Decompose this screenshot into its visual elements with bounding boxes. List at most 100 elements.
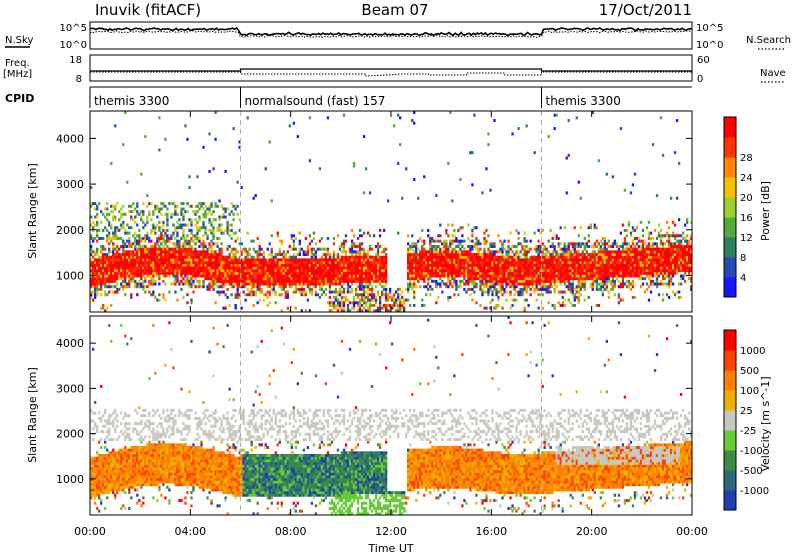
power-cell: [419, 271, 422, 275]
power-cell: [559, 253, 562, 257]
power-cell: [527, 303, 530, 307]
power-cell: [182, 245, 185, 248]
power-cell: [463, 255, 466, 259]
power-cell: [439, 250, 442, 254]
power-cell: [627, 274, 631, 278]
power-cell: [513, 279, 516, 283]
power-cell: [264, 263, 267, 267]
power-cell: [393, 124, 396, 128]
power-cell: [591, 266, 594, 270]
power-cell: [625, 274, 629, 278]
power-cell: [549, 279, 552, 283]
power-cell: [292, 277, 295, 281]
power-cell: [545, 271, 548, 275]
power-cell: [144, 253, 147, 257]
power-cell: [415, 258, 418, 262]
power-cell: [571, 287, 574, 291]
power-cell: [388, 309, 392, 313]
power-cell: [198, 202, 201, 206]
power-cell: [148, 239, 151, 243]
power-cell: [433, 258, 436, 262]
power-cell: [300, 282, 304, 286]
power-cell: [138, 212, 141, 216]
power-cell: [264, 271, 267, 275]
power-cell: [469, 274, 472, 278]
power-cell: [162, 234, 165, 238]
power-cell: [334, 282, 338, 286]
power-cell: [445, 253, 448, 257]
power-cell: [501, 253, 504, 257]
power-cell: [244, 285, 247, 289]
power-cell: [188, 269, 191, 273]
power-cell: [559, 269, 562, 273]
power-cell: [435, 271, 438, 275]
power-cell: [154, 245, 157, 248]
power-cell: [358, 234, 362, 238]
power-cell: [505, 269, 508, 273]
power-cell: [523, 231, 526, 235]
power-cell: [639, 274, 643, 278]
power-cell: [346, 285, 350, 289]
power-cell: [186, 202, 189, 206]
power-cell: [433, 261, 436, 265]
power-cell: [184, 271, 187, 275]
power-cell: [393, 303, 396, 307]
power-cell: [100, 261, 103, 265]
power-cell: [154, 258, 157, 262]
power-cell: [567, 250, 570, 254]
power-cell: [447, 277, 450, 281]
power-cell: [96, 220, 99, 224]
power-cell: [519, 293, 522, 297]
power-cell: [493, 258, 496, 262]
power-cell: [90, 293, 93, 297]
power-cell: [559, 266, 562, 270]
power-cell: [230, 258, 233, 262]
power-cell: [92, 282, 95, 286]
power-cell: [637, 261, 641, 265]
power-cell: [511, 303, 514, 307]
power-cell: [581, 263, 584, 267]
power-cell: [511, 269, 514, 273]
power-cell: [453, 234, 456, 238]
power-cell: [176, 269, 179, 273]
power-cell: [411, 255, 414, 259]
power-cell: [549, 285, 552, 289]
power-cell: [220, 285, 223, 289]
power-cell: [294, 263, 297, 267]
power-cell: [342, 287, 346, 291]
power-cell: [350, 253, 354, 257]
power-cell: [344, 253, 348, 257]
power-cell: [362, 261, 366, 265]
power-cell: [350, 274, 354, 278]
power-cell: [348, 261, 352, 265]
power-cell: [124, 258, 127, 262]
power-cell: [368, 282, 372, 286]
power-cell: [190, 218, 193, 222]
power-cell: [156, 269, 159, 273]
power-cell: [214, 271, 217, 275]
power-cell: [222, 255, 225, 259]
power-cell: [386, 199, 390, 203]
power-cell: [202, 261, 205, 265]
power-cell: [306, 247, 310, 251]
power-cell: [601, 285, 605, 289]
power-cell: [214, 111, 217, 114]
power-cell: [214, 269, 217, 273]
power-cell: [208, 269, 211, 273]
power-cell: [579, 261, 582, 265]
power-cell: [170, 215, 173, 219]
power-cell: [505, 261, 508, 265]
power-cell: [469, 258, 472, 262]
power-cell: [262, 271, 265, 275]
power-cell: [643, 253, 647, 257]
power-cell: [92, 202, 95, 206]
power-cell: [340, 309, 344, 313]
power-cell: [575, 250, 578, 254]
power-cell: [599, 287, 602, 291]
power-cell: [605, 255, 609, 259]
power-cell: [260, 261, 263, 265]
power-cell: [210, 279, 213, 283]
power-cell: [358, 285, 362, 289]
power-cell: [168, 239, 171, 243]
power-cell: [158, 116, 161, 120]
